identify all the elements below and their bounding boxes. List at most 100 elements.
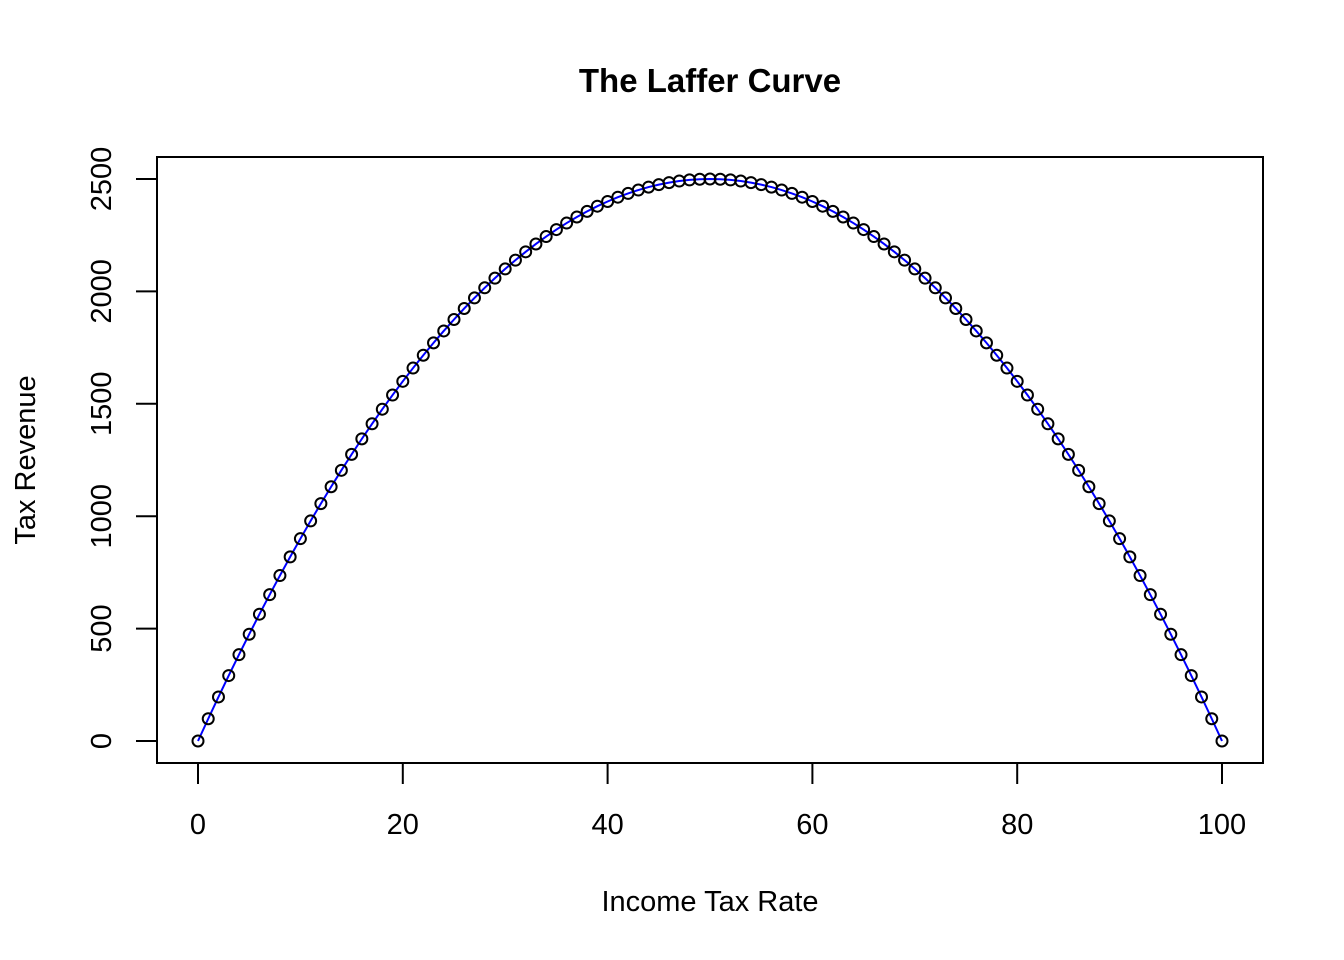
data-point <box>1102 514 1116 528</box>
data-point <box>908 262 922 276</box>
data-point <box>304 514 318 528</box>
y-tick-label: 500 <box>86 604 118 652</box>
data-point <box>263 588 277 602</box>
data-point <box>1184 669 1198 683</box>
data-point <box>406 361 420 375</box>
data-point <box>590 199 604 213</box>
data-point <box>222 669 236 683</box>
data-point <box>580 204 594 218</box>
data-point <box>427 336 441 350</box>
data-point <box>867 230 881 244</box>
data-point <box>826 204 840 218</box>
data-point <box>990 348 1004 362</box>
data-point <box>386 388 400 402</box>
data-point <box>1061 447 1075 461</box>
data-point <box>1133 569 1147 583</box>
data-point <box>1020 388 1034 402</box>
data-point <box>232 648 246 662</box>
data-point <box>457 301 471 315</box>
data-point <box>201 712 215 726</box>
data-point <box>1154 607 1168 621</box>
data-point <box>314 497 328 511</box>
data-point <box>191 734 205 748</box>
data-point <box>539 230 553 244</box>
data-point <box>273 569 287 583</box>
data-point <box>887 245 901 259</box>
data-point <box>1195 690 1209 704</box>
data-point <box>1051 432 1065 446</box>
data-point <box>488 271 502 285</box>
x-tick-label: 20 <box>387 809 419 841</box>
x-tick-label: 80 <box>1001 809 1033 841</box>
data-point <box>898 253 912 267</box>
data-point <box>836 210 850 224</box>
data-point <box>1082 480 1096 494</box>
data-point <box>959 313 973 326</box>
data-point <box>498 262 512 276</box>
data-point <box>918 271 932 285</box>
y-tick-label: 2000 <box>86 259 118 324</box>
data-point <box>1164 627 1178 641</box>
data-point <box>211 690 225 704</box>
series-points <box>191 172 1229 748</box>
data-point <box>437 324 451 338</box>
data-point <box>529 237 543 251</box>
x-tick-label: 40 <box>591 809 623 841</box>
data-point <box>283 550 297 564</box>
x-axis-label: Income Tax Rate <box>601 886 818 918</box>
data-point <box>478 281 492 295</box>
data-point <box>416 348 430 362</box>
data-point <box>570 210 584 224</box>
y-tick-label: 0 <box>86 733 118 749</box>
x-axis: 0 20 40 60 80 100 <box>190 762 1246 841</box>
data-point <box>324 480 338 494</box>
data-point <box>805 194 819 208</box>
data-point <box>334 463 348 477</box>
data-point <box>1041 417 1055 431</box>
data-point <box>928 281 942 295</box>
data-point <box>969 324 983 338</box>
y-tick-label: 1500 <box>86 372 118 437</box>
y-axis-label: Tax Revenue <box>10 375 42 544</box>
data-point <box>242 627 256 641</box>
data-point <box>877 237 891 251</box>
data-point <box>1205 712 1219 726</box>
data-point <box>949 301 963 315</box>
y-axis: 0 500 1000 1500 2000 2500 <box>86 147 158 749</box>
data-point <box>979 336 993 350</box>
data-point <box>1000 361 1014 375</box>
data-point <box>252 607 266 621</box>
data-point <box>396 374 410 388</box>
data-point <box>508 253 522 267</box>
data-point <box>1010 374 1024 388</box>
data-point <box>1113 532 1127 546</box>
y-tick-label: 1000 <box>86 484 118 549</box>
x-tick-label: 60 <box>796 809 828 841</box>
data-point <box>375 402 389 416</box>
data-point <box>467 291 481 305</box>
data-point <box>939 291 953 305</box>
data-point <box>1123 550 1137 564</box>
data-point <box>519 245 533 259</box>
data-point <box>1174 648 1188 662</box>
data-point <box>345 447 359 461</box>
data-point <box>1215 734 1229 748</box>
y-tick-label: 2500 <box>86 147 118 212</box>
data-point <box>293 532 307 546</box>
data-point <box>560 216 574 230</box>
x-tick-label: 100 <box>1198 809 1246 841</box>
plot-frame <box>156 156 1264 764</box>
chart-title: The Laffer Curve <box>579 62 841 99</box>
data-point <box>846 216 860 230</box>
data-point <box>816 199 830 213</box>
data-point <box>365 417 379 431</box>
data-point <box>1143 588 1157 602</box>
data-point <box>1072 463 1086 477</box>
data-point <box>857 223 871 237</box>
x-tick-label: 0 <box>190 809 206 841</box>
data-point <box>549 223 563 237</box>
data-point <box>1031 402 1045 416</box>
data-point <box>355 432 369 446</box>
data-point <box>447 313 461 326</box>
